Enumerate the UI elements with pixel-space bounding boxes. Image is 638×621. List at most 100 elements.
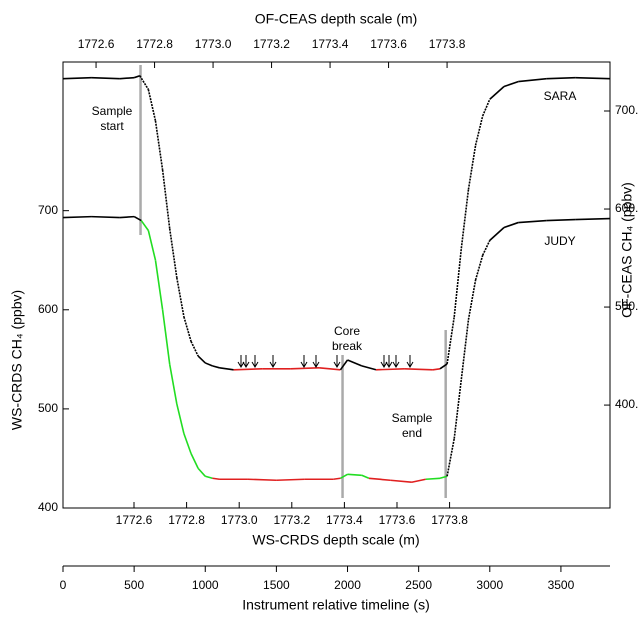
line-segment xyxy=(147,89,157,121)
plot-frame xyxy=(62,61,611,509)
top-tick-label: 1772.6 xyxy=(78,37,115,51)
line-segment xyxy=(481,240,491,256)
line-segment xyxy=(176,403,185,434)
y-tick-label: 500 xyxy=(38,401,58,415)
arrow-head xyxy=(251,361,259,368)
arrow-head xyxy=(333,361,341,368)
x-axis-title: Instrument relative timeline (s) xyxy=(242,597,430,613)
line-segment xyxy=(361,365,377,371)
line-segment xyxy=(425,477,441,481)
top-tick-label: 1773.6 xyxy=(370,37,407,51)
line-segment xyxy=(503,80,519,88)
line-segment xyxy=(467,279,477,320)
depth-tick-label: 1773.4 xyxy=(326,513,363,527)
line-segment xyxy=(518,219,547,224)
y2-axis-title: OF-CEAS CH₄ (ppbv) xyxy=(619,182,635,318)
annotation: break xyxy=(332,339,363,353)
line-segment xyxy=(168,228,178,278)
line-segment xyxy=(161,169,171,229)
line-segment xyxy=(119,215,135,219)
line-segment xyxy=(546,218,576,222)
line-segment xyxy=(390,479,412,484)
y2-tick-label: 700.0 xyxy=(615,103,638,117)
line-segment xyxy=(168,364,178,405)
line-segment xyxy=(318,367,341,371)
depth-axis-title: WS-CRDS depth scale (m) xyxy=(252,532,419,548)
depth-tick-label: 1773.8 xyxy=(431,513,468,527)
line-segment xyxy=(119,76,135,80)
arrow-head xyxy=(392,361,400,368)
x-tick-label: 3500 xyxy=(548,578,575,592)
top-tick-label: 1773.2 xyxy=(253,37,290,51)
line-segment xyxy=(133,215,142,222)
line-segment xyxy=(62,215,92,219)
x-tick-label: 3000 xyxy=(476,578,503,592)
y-tick-label: 600 xyxy=(38,302,58,316)
annotation: Core xyxy=(334,324,360,338)
line-segment xyxy=(439,475,448,480)
line-segment xyxy=(368,477,391,482)
y-tick-label: 700 xyxy=(38,203,58,217)
line-segment xyxy=(91,215,120,219)
x-tick-label: 2000 xyxy=(334,578,361,592)
line-segment xyxy=(411,478,426,484)
y2-tick-label: 500.0 xyxy=(615,299,638,313)
y2-tick-label: 400.0 xyxy=(615,397,638,411)
x-tick-label: 1500 xyxy=(263,578,290,592)
line-segment xyxy=(197,355,206,364)
line-segment xyxy=(212,477,220,481)
line-segment xyxy=(446,316,456,365)
x-tick-label: 0 xyxy=(60,578,67,592)
line-segment xyxy=(340,473,348,479)
annotation: Sample xyxy=(92,104,133,118)
line-segment xyxy=(290,367,320,370)
arrow-head xyxy=(380,361,388,368)
line-segment xyxy=(453,248,463,317)
top-axis-title: OF-CEAS depth scale (m) xyxy=(255,11,418,27)
line-segment xyxy=(197,467,206,477)
x-tick-label: 500 xyxy=(124,578,144,592)
arrow-head xyxy=(300,361,308,368)
line-segment xyxy=(212,365,220,369)
line-segment xyxy=(546,76,576,80)
line-segment xyxy=(190,453,199,469)
annotation: Sample xyxy=(392,411,433,425)
line-segment xyxy=(439,363,448,370)
line-segment xyxy=(474,255,484,281)
line-segment xyxy=(432,368,441,371)
line-segment xyxy=(140,220,150,231)
depth-tick-label: 1773.0 xyxy=(221,513,258,527)
arrow-head xyxy=(385,361,393,368)
line-segment xyxy=(575,217,611,221)
line-segment xyxy=(446,438,456,477)
line-segment xyxy=(575,76,611,80)
top-tick-label: 1773.4 xyxy=(312,37,349,51)
line-segment xyxy=(481,98,491,117)
line-segment xyxy=(183,316,192,342)
line-segment xyxy=(453,379,463,439)
line-segment xyxy=(460,319,470,380)
x-tick-label: 2500 xyxy=(405,578,432,592)
annotation: end xyxy=(402,426,422,440)
y2-tick-label: 600.0 xyxy=(615,201,638,215)
line-segment xyxy=(339,359,349,371)
arrow-head xyxy=(406,361,414,368)
line-segment xyxy=(147,230,157,261)
line-segment xyxy=(333,477,341,481)
line-segment xyxy=(133,74,141,79)
line-segment xyxy=(460,189,470,249)
depth-tick-label: 1773.2 xyxy=(273,513,310,527)
line-segment xyxy=(139,75,150,90)
line-segment xyxy=(467,145,477,190)
line-segment xyxy=(91,76,120,80)
line-segment xyxy=(219,367,234,371)
depth-tick-label: 1772.8 xyxy=(168,513,205,527)
line-segment xyxy=(347,359,363,367)
line-segment xyxy=(154,260,164,310)
line-segment xyxy=(233,368,263,371)
line-segment xyxy=(489,226,505,241)
line-segment xyxy=(204,362,213,367)
series-label: JUDY xyxy=(544,234,575,248)
